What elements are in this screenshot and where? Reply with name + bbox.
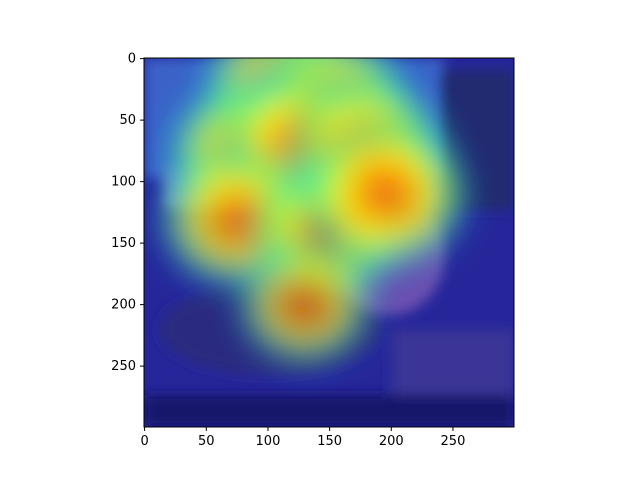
x-tick-label: 100 bbox=[256, 434, 281, 449]
heat-blob bbox=[293, 111, 477, 277]
y-tick-label: 0 bbox=[128, 52, 136, 67]
plot-area bbox=[144, 58, 514, 427]
axes-frame bbox=[143, 57, 515, 428]
y-tick-label: 250 bbox=[111, 359, 136, 374]
x-tick-label: 0 bbox=[140, 434, 148, 449]
heat-layer bbox=[150, 58, 477, 373]
y-axis: 0 50 100 150 200 250 bbox=[111, 52, 144, 374]
y-tick-label: 50 bbox=[119, 113, 136, 128]
x-tick-label: 250 bbox=[441, 434, 466, 449]
heat-blob bbox=[229, 236, 381, 373]
x-axis: 0 50 100 150 200 250 bbox=[140, 427, 465, 449]
floor-shadow bbox=[144, 395, 514, 427]
y-tick-label: 150 bbox=[111, 236, 136, 251]
box-region bbox=[392, 330, 514, 400]
y-tick-label: 200 bbox=[111, 298, 136, 313]
x-tick-label: 50 bbox=[198, 434, 215, 449]
x-tick-label: 200 bbox=[379, 434, 404, 449]
y-tick-label: 100 bbox=[111, 175, 136, 190]
x-tick-label: 150 bbox=[317, 434, 342, 449]
